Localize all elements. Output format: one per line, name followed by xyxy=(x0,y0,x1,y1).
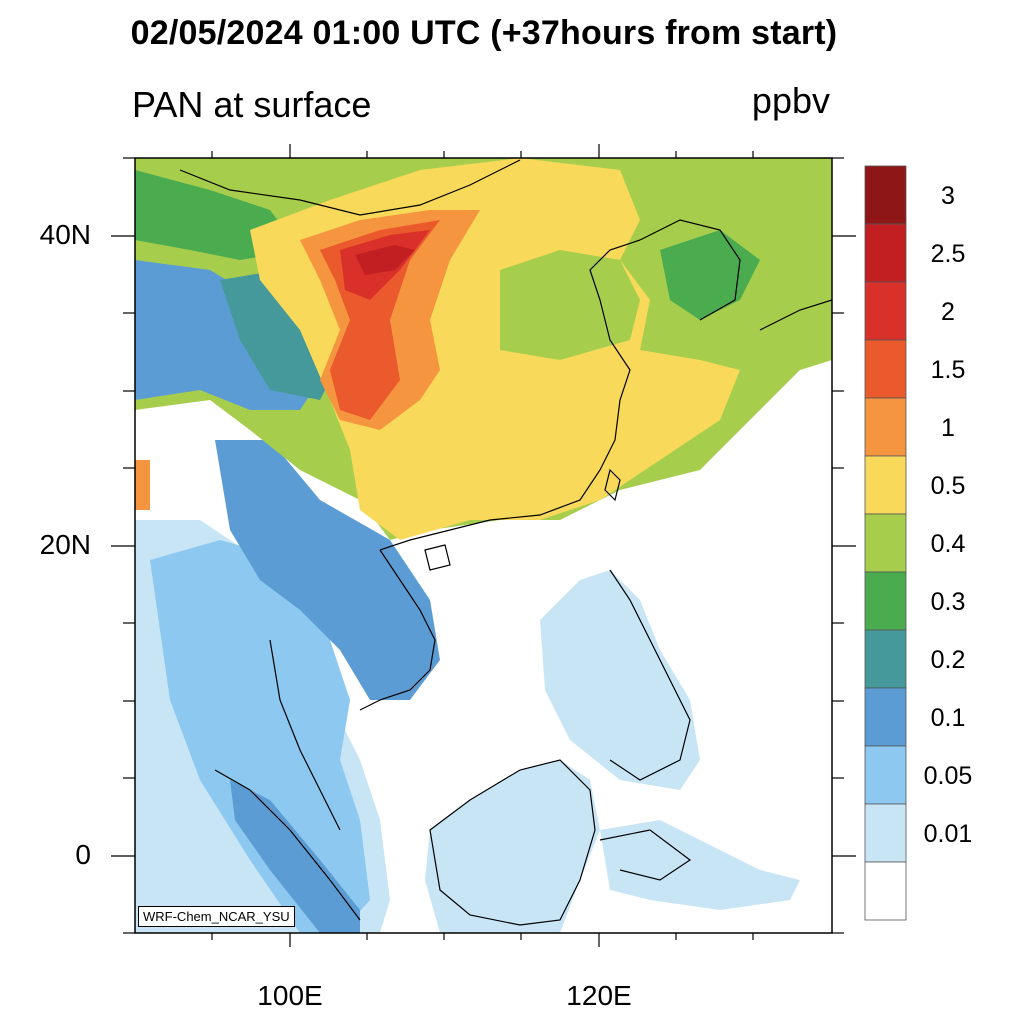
coastline-japan xyxy=(759,299,832,331)
colorbar xyxy=(864,165,907,921)
field-0.1-sumatra xyxy=(230,780,360,933)
coastline-malay xyxy=(269,639,341,831)
colorbar-label: 1 xyxy=(941,414,955,442)
units-title: ppbv xyxy=(751,80,830,121)
longitude-label: 120E xyxy=(566,980,632,1011)
longitude-label: 100E xyxy=(257,980,323,1011)
colorbar-label: 0.2 xyxy=(930,646,966,674)
border-mongolia xyxy=(179,159,521,216)
coastline-sumatra xyxy=(214,769,361,921)
coastline-borneo xyxy=(429,759,596,926)
colorbar-label: 1.5 xyxy=(930,356,966,384)
latitude-label: 40N xyxy=(39,219,91,250)
colorbar-label: 2 xyxy=(941,298,955,326)
colorbar-label: 2.5 xyxy=(930,240,966,268)
colorbar-label: 0.5 xyxy=(930,472,966,500)
coastline-hainan xyxy=(424,544,451,571)
field-0.01-borneo xyxy=(425,760,600,933)
field-0.05-indochina xyxy=(150,540,370,933)
coastlines xyxy=(179,159,832,926)
colorbar-label: 0.01 xyxy=(923,820,973,848)
colorbar-box xyxy=(864,687,907,747)
colorbar-box xyxy=(864,223,907,283)
colorbar-box xyxy=(864,861,907,921)
colorbar-box xyxy=(864,455,907,515)
colorbar-box xyxy=(864,745,907,805)
field-0.01-sulawesi xyxy=(600,820,800,910)
variable-title: PAN at surface xyxy=(132,84,372,125)
coastline-korea xyxy=(639,219,741,321)
map-ticks xyxy=(111,144,856,947)
colorbar-label: 0.3 xyxy=(930,588,966,616)
colorbar-box xyxy=(864,629,907,689)
colorbar-label: 0.4 xyxy=(930,530,966,558)
field-3-core xyxy=(355,245,415,275)
latitude-label: 20N xyxy=(39,529,91,560)
field-0.01-philippines xyxy=(540,570,700,790)
coastline-philippines xyxy=(609,569,691,781)
coastline-china xyxy=(379,239,641,551)
colorbar-box xyxy=(864,165,907,225)
colorbar-box xyxy=(864,513,907,573)
colorbar-box xyxy=(864,397,907,457)
colorbar-box xyxy=(864,339,907,399)
colorbar-box xyxy=(864,803,907,863)
field-0.1-indochina xyxy=(215,440,440,700)
latitude-label: 0 xyxy=(75,839,91,870)
colorbar-label: 0.1 xyxy=(930,704,966,732)
colorbar-box xyxy=(864,281,907,341)
model-credit: WRF-Chem_NCAR_YSU xyxy=(138,906,295,927)
coastline-taiwan xyxy=(604,468,621,502)
concentration-field xyxy=(135,158,832,933)
colorbar-box xyxy=(864,571,907,631)
main-title: 02/05/2024 01:00 UTC (+37hours from star… xyxy=(130,14,838,52)
colorbar-label: 0.05 xyxy=(923,762,973,790)
coastline-sulawesi xyxy=(599,829,692,881)
colorbar-label: 3 xyxy=(941,182,955,210)
field-1.5-west xyxy=(135,460,150,510)
field-0.5-northchina xyxy=(500,250,640,360)
coastline-indochina xyxy=(359,549,436,711)
